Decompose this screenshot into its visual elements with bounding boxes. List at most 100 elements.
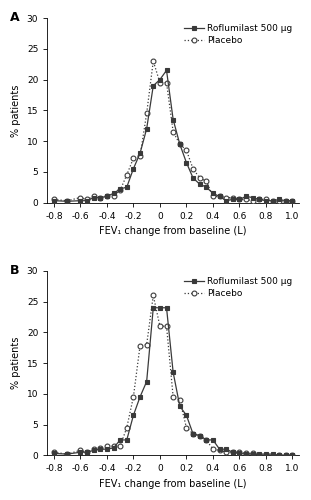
- Placebo: [198, 175, 202, 181]
- Placebo: [204, 437, 208, 443]
- Placebo: [264, 452, 268, 458]
- Placebo: [211, 446, 215, 452]
- Placebo: [290, 452, 294, 458]
- Roflumilast 500 μg: [224, 198, 228, 203]
- Roflumilast 500 μg: [218, 194, 221, 200]
- Placebo: [65, 451, 69, 457]
- Legend: Roflumilast 500 μg, Placebo: Roflumilast 500 μg, Placebo: [182, 276, 295, 299]
- Placebo: [211, 194, 215, 200]
- Roflumilast 500 μg: [244, 194, 248, 200]
- Placebo: [132, 156, 135, 162]
- Placebo: [271, 452, 274, 458]
- Placebo: [224, 449, 228, 455]
- Roflumilast 500 μg: [290, 198, 294, 203]
- Roflumilast 500 μg: [198, 432, 202, 438]
- Placebo: [118, 187, 122, 193]
- Placebo: [105, 443, 109, 449]
- Placebo: [98, 194, 102, 200]
- Roflumilast 500 μg: [79, 198, 82, 203]
- Placebo: [65, 198, 69, 203]
- Placebo: [158, 323, 162, 329]
- Placebo: [277, 198, 281, 203]
- Line: Placebo: Placebo: [51, 293, 295, 458]
- Placebo: [105, 194, 109, 200]
- Placebo: [112, 443, 115, 449]
- Roflumilast 500 μg: [264, 451, 268, 457]
- Roflumilast 500 μg: [178, 403, 182, 409]
- Roflumilast 500 μg: [151, 82, 155, 88]
- Placebo: [165, 323, 168, 329]
- Placebo: [79, 194, 82, 200]
- Placebo: [264, 196, 268, 202]
- Placebo: [238, 196, 241, 202]
- Roflumilast 500 μg: [284, 198, 288, 203]
- Placebo: [244, 450, 248, 456]
- Roflumilast 500 μg: [271, 198, 274, 203]
- Roflumilast 500 μg: [231, 196, 235, 202]
- Roflumilast 500 μg: [105, 194, 109, 200]
- Roflumilast 500 μg: [231, 449, 235, 455]
- Roflumilast 500 μg: [251, 194, 254, 200]
- Roflumilast 500 μg: [211, 437, 215, 443]
- Placebo: [85, 449, 89, 455]
- Placebo: [290, 198, 294, 203]
- Roflumilast 500 μg: [98, 446, 102, 452]
- Placebo: [251, 198, 254, 203]
- Roflumilast 500 μg: [264, 198, 268, 203]
- Roflumilast 500 μg: [79, 449, 82, 455]
- Placebo: [178, 141, 182, 147]
- Roflumilast 500 μg: [238, 450, 241, 456]
- X-axis label: FEV₁ change from baseline (L): FEV₁ change from baseline (L): [100, 479, 247, 489]
- Placebo: [92, 446, 95, 452]
- Placebo: [178, 397, 182, 403]
- Placebo: [224, 194, 228, 200]
- Roflumilast 500 μg: [118, 186, 122, 192]
- Placebo: [118, 443, 122, 449]
- Roflumilast 500 μg: [138, 150, 142, 156]
- Roflumilast 500 μg: [198, 181, 202, 187]
- Placebo: [171, 394, 175, 400]
- Roflumilast 500 μg: [85, 449, 89, 455]
- Roflumilast 500 μg: [65, 451, 69, 457]
- Roflumilast 500 μg: [218, 446, 221, 452]
- Placebo: [158, 80, 162, 86]
- Placebo: [171, 129, 175, 135]
- Placebo: [238, 449, 241, 455]
- Y-axis label: % patients: % patients: [11, 84, 21, 136]
- Legend: Roflumilast 500 μg, Placebo: Roflumilast 500 μg, Placebo: [182, 22, 295, 47]
- X-axis label: FEV₁ change from baseline (L): FEV₁ change from baseline (L): [100, 226, 247, 236]
- Placebo: [204, 178, 208, 184]
- Placebo: [191, 431, 195, 437]
- Roflumilast 500 μg: [85, 198, 89, 203]
- Placebo: [277, 452, 281, 458]
- Placebo: [145, 342, 149, 347]
- Placebo: [138, 343, 142, 349]
- Roflumilast 500 μg: [211, 190, 215, 196]
- Text: A: A: [10, 10, 19, 24]
- Roflumilast 500 μg: [184, 412, 188, 418]
- Placebo: [52, 449, 56, 455]
- Placebo: [191, 166, 195, 172]
- Roflumilast 500 μg: [171, 370, 175, 376]
- Roflumilast 500 μg: [151, 305, 155, 311]
- Roflumilast 500 μg: [145, 126, 149, 132]
- Placebo: [258, 196, 261, 202]
- Line: Roflumilast 500 μg: Roflumilast 500 μg: [51, 306, 295, 458]
- Roflumilast 500 μg: [138, 394, 142, 400]
- Roflumilast 500 μg: [165, 68, 168, 73]
- Placebo: [79, 448, 82, 454]
- Roflumilast 500 μg: [92, 448, 95, 454]
- Roflumilast 500 μg: [178, 141, 182, 147]
- Placebo: [98, 445, 102, 451]
- Placebo: [244, 196, 248, 202]
- Roflumilast 500 μg: [132, 166, 135, 172]
- Roflumilast 500 μg: [52, 198, 56, 203]
- Placebo: [218, 194, 221, 200]
- Roflumilast 500 μg: [204, 184, 208, 190]
- Placebo: [231, 194, 235, 200]
- Roflumilast 500 μg: [258, 451, 261, 457]
- Roflumilast 500 μg: [277, 452, 281, 458]
- Roflumilast 500 μg: [191, 175, 195, 181]
- Roflumilast 500 μg: [171, 116, 175, 122]
- Placebo: [145, 110, 149, 116]
